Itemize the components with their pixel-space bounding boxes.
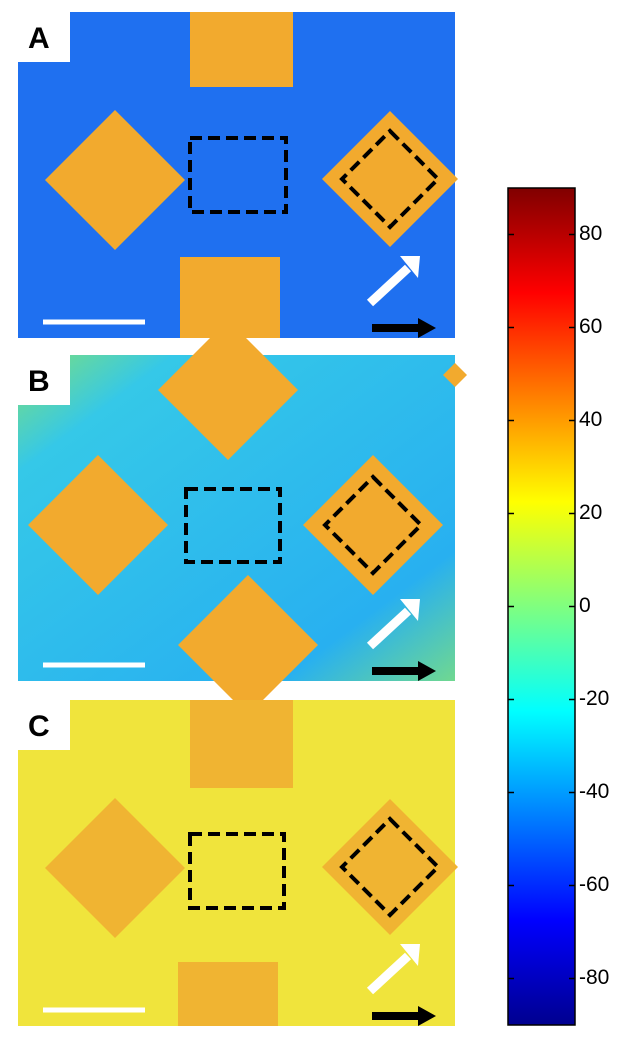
tick-label: 40	[579, 408, 602, 431]
panel-label: A	[28, 22, 50, 55]
panel: B	[18, 320, 467, 715]
pad	[178, 962, 278, 1026]
pad	[190, 12, 293, 87]
panel: A	[18, 12, 458, 338]
arrow-black-head	[418, 661, 436, 681]
pad	[322, 111, 458, 247]
arrow-white	[366, 607, 412, 650]
pad	[45, 798, 185, 938]
tick-label: -20	[579, 687, 609, 710]
pad	[190, 700, 293, 788]
arrow-white-head	[400, 599, 420, 621]
pad	[158, 320, 298, 460]
pad	[443, 363, 467, 387]
panel: C	[18, 700, 458, 1026]
pad	[28, 455, 168, 595]
dashed-region	[339, 128, 441, 230]
dashed-region	[188, 136, 288, 214]
arrow-black-head	[418, 318, 436, 338]
tick-label: 20	[579, 501, 602, 524]
dashed-region	[184, 487, 282, 564]
arrow-white-head	[400, 256, 420, 278]
tick-label: -40	[579, 780, 609, 803]
tick-label: 80	[579, 222, 602, 245]
arrow-white	[366, 264, 412, 307]
pad	[322, 799, 458, 935]
pad	[45, 110, 185, 250]
tick-label: -80	[579, 966, 609, 989]
panel-label: C	[28, 710, 50, 743]
dashed-region	[188, 832, 286, 910]
dashed-region	[322, 474, 424, 576]
arrow-white	[366, 952, 412, 995]
dashed-region	[339, 816, 441, 918]
arrow-black-head	[418, 1006, 436, 1026]
tick-label: 60	[579, 315, 602, 338]
label-box	[18, 700, 70, 750]
panel-label: B	[28, 365, 50, 398]
tick-label: 0	[579, 594, 591, 617]
pad	[303, 455, 443, 595]
label-box	[18, 12, 70, 62]
pad	[178, 575, 318, 715]
arrow-white-head	[400, 944, 420, 966]
label-box	[18, 355, 70, 405]
colorbar	[507, 187, 576, 1026]
tick-label: -60	[579, 873, 609, 896]
